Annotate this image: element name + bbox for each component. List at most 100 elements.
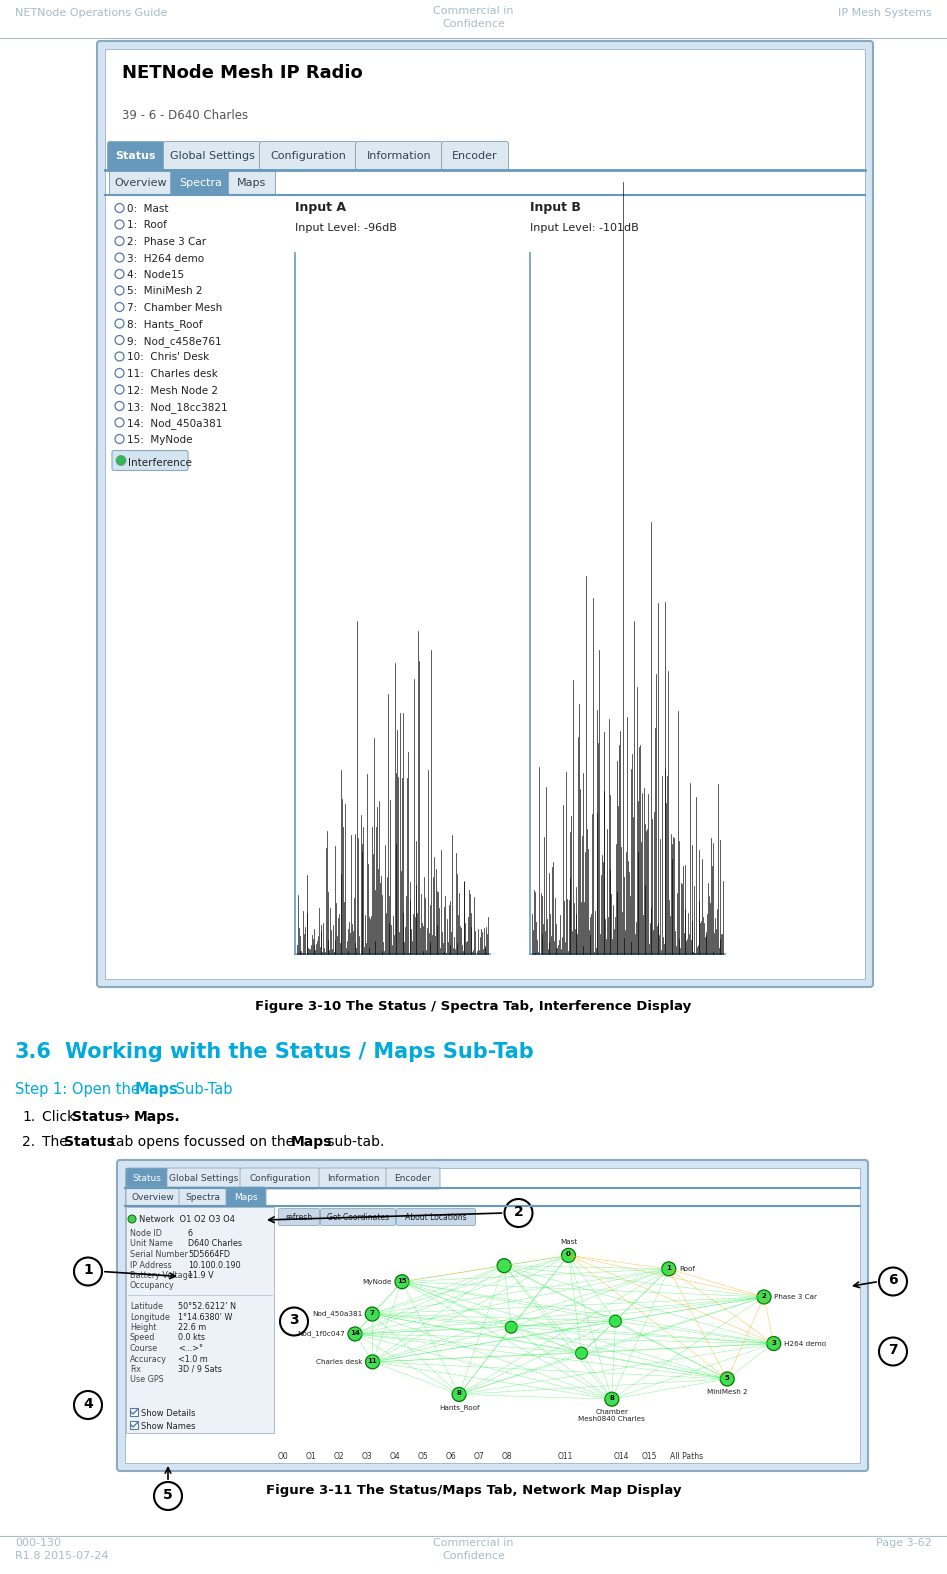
Text: Nod_1f0c047: Nod_1f0c047 <box>297 1330 345 1338</box>
Text: NETNode Operations Guide: NETNode Operations Guide <box>15 8 168 17</box>
Text: O5: O5 <box>418 1451 429 1461</box>
FancyBboxPatch shape <box>386 1168 440 1188</box>
Text: Page 3-62: Page 3-62 <box>876 1538 932 1547</box>
FancyBboxPatch shape <box>278 1209 319 1226</box>
Text: 2: 2 <box>513 1206 524 1218</box>
Text: O14: O14 <box>614 1451 630 1461</box>
Text: Unit Name: Unit Name <box>130 1239 172 1248</box>
Text: 12:  Mesh Node 2: 12: Mesh Node 2 <box>127 386 218 395</box>
Text: Click: Click <box>42 1110 80 1124</box>
Text: Use GPS: Use GPS <box>130 1376 164 1385</box>
Text: 3.6: 3.6 <box>15 1042 52 1062</box>
Text: 11: 11 <box>367 1358 378 1363</box>
Text: Working with the Status / Maps Sub-Tab: Working with the Status / Maps Sub-Tab <box>65 1042 534 1062</box>
Text: 7: 7 <box>369 1310 375 1316</box>
Text: Configuration: Configuration <box>249 1174 311 1184</box>
Text: tab opens focussed on the: tab opens focussed on the <box>106 1135 298 1149</box>
Text: Status: Status <box>116 151 156 161</box>
Text: 5: 5 <box>163 1487 173 1502</box>
FancyBboxPatch shape <box>112 450 188 471</box>
Text: 1°14.6380’ W: 1°14.6380’ W <box>178 1313 232 1322</box>
Text: 8: 8 <box>456 1390 461 1396</box>
Text: Maps: Maps <box>238 178 267 187</box>
Text: R1.8 2015-07-24: R1.8 2015-07-24 <box>15 1550 109 1561</box>
Text: Encoder: Encoder <box>452 151 498 161</box>
Circle shape <box>505 1321 517 1333</box>
Text: Roof: Roof <box>679 1265 695 1272</box>
Text: O1: O1 <box>306 1451 316 1461</box>
FancyBboxPatch shape <box>164 142 260 170</box>
FancyBboxPatch shape <box>397 1209 475 1226</box>
Bar <box>130 1409 138 1417</box>
Text: Latitude: Latitude <box>130 1302 163 1311</box>
Text: 50°52.6212’ N: 50°52.6212’ N <box>178 1302 236 1311</box>
Text: Node ID: Node ID <box>130 1229 162 1239</box>
Text: Figure 3-10 The Status / Spectra Tab, Interference Display: Figure 3-10 The Status / Spectra Tab, In… <box>256 999 691 1014</box>
Text: 5:  MiniMesh 2: 5: MiniMesh 2 <box>127 286 203 296</box>
Text: Maps: Maps <box>291 1135 332 1149</box>
Text: Interference: Interference <box>128 458 192 467</box>
Circle shape <box>609 1316 621 1327</box>
Text: Chamber
Mesh0840 Charles: Chamber Mesh0840 Charles <box>579 1409 645 1423</box>
Text: NETNode Mesh IP Radio: NETNode Mesh IP Radio <box>122 65 363 82</box>
Bar <box>105 49 865 979</box>
Text: →: → <box>114 1110 134 1124</box>
Circle shape <box>879 1338 907 1366</box>
Text: Commercial in: Commercial in <box>433 6 514 16</box>
Text: 0.0 kts: 0.0 kts <box>178 1333 205 1343</box>
Circle shape <box>74 1391 102 1420</box>
Text: Fix: Fix <box>130 1365 141 1374</box>
Text: 14:  Nod_450a381: 14: Nod_450a381 <box>127 419 223 430</box>
Text: Figure 3-11 The Status/Maps Tab, Network Map Display: Figure 3-11 The Status/Maps Tab, Network… <box>266 1484 681 1497</box>
Text: <1.0 m: <1.0 m <box>178 1355 207 1363</box>
Text: <...>°: <...>° <box>178 1344 203 1354</box>
Text: IP Address: IP Address <box>130 1261 171 1270</box>
Text: 8:  Hants_Roof: 8: Hants_Roof <box>127 320 203 331</box>
Text: Serial Number: Serial Number <box>130 1250 188 1259</box>
FancyBboxPatch shape <box>97 41 873 987</box>
Text: 0: 0 <box>566 1251 571 1258</box>
Circle shape <box>366 1306 379 1321</box>
Text: Spectra: Spectra <box>186 1193 221 1201</box>
Text: 15: 15 <box>397 1278 407 1284</box>
Text: 15:  MyNode: 15: MyNode <box>127 434 192 445</box>
Text: O4: O4 <box>390 1451 401 1461</box>
Text: 3:  H264 demo: 3: H264 demo <box>127 253 205 263</box>
Circle shape <box>116 455 126 466</box>
Text: O15: O15 <box>642 1451 657 1461</box>
Text: Mast: Mast <box>560 1239 577 1245</box>
Text: Confidence: Confidence <box>442 19 505 28</box>
Text: Overview: Overview <box>115 178 168 187</box>
Text: Maps.: Maps. <box>134 1110 181 1124</box>
FancyBboxPatch shape <box>126 1168 168 1188</box>
Text: 9:  Nod_c458e761: 9: Nod_c458e761 <box>127 335 222 346</box>
Text: Hants_Roof: Hants_Roof <box>438 1404 479 1412</box>
Circle shape <box>128 1215 136 1223</box>
Circle shape <box>767 1336 780 1350</box>
Text: Height: Height <box>130 1324 156 1332</box>
FancyBboxPatch shape <box>108 142 165 170</box>
Circle shape <box>280 1308 308 1335</box>
Circle shape <box>721 1373 734 1387</box>
Text: Input Level: -101dB: Input Level: -101dB <box>530 224 638 233</box>
Text: MiniMesh 2: MiniMesh 2 <box>706 1388 747 1395</box>
Text: O7: O7 <box>474 1451 485 1461</box>
Text: O0: O0 <box>278 1451 289 1461</box>
Text: 0:  Mast: 0: Mast <box>127 205 169 214</box>
Text: Input A: Input A <box>295 201 346 214</box>
Text: Confidence: Confidence <box>442 1550 505 1561</box>
FancyBboxPatch shape <box>240 1168 320 1188</box>
FancyBboxPatch shape <box>228 170 276 195</box>
Text: O6: O6 <box>446 1451 456 1461</box>
Text: Configuration: Configuration <box>270 151 346 161</box>
Text: 1: 1 <box>83 1264 93 1278</box>
Circle shape <box>757 1291 771 1303</box>
Circle shape <box>562 1248 576 1262</box>
Text: Step 1: Open the: Step 1: Open the <box>15 1081 145 1097</box>
Text: Get Coordinates: Get Coordinates <box>327 1212 389 1221</box>
Text: 1:  Roof: 1: Roof <box>127 220 167 230</box>
Circle shape <box>452 1387 466 1401</box>
Bar <box>126 1207 274 1432</box>
Text: 2.: 2. <box>22 1135 35 1149</box>
Text: Information: Information <box>327 1174 379 1184</box>
